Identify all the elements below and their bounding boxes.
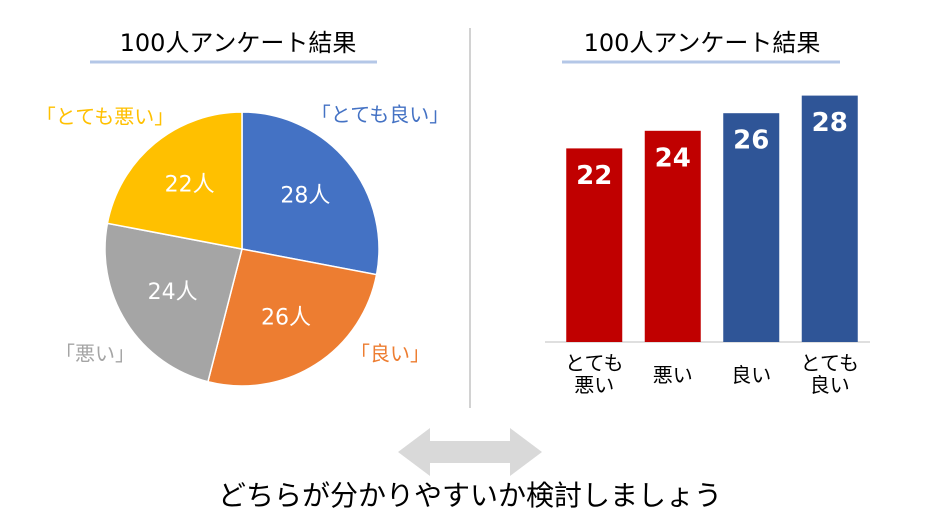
slice-value-label: 22人 [165, 173, 215, 198]
bar-value-label: 26 [733, 126, 769, 156]
double-arrow [398, 428, 542, 476]
bar-value-label: 22 [576, 161, 612, 191]
pie-slice [241, 111, 380, 276]
pie-slice [207, 248, 378, 387]
pie-slice [106, 111, 243, 250]
bar [644, 130, 701, 342]
slice-category-label: 「とても良い」 [311, 103, 449, 127]
bar [723, 113, 780, 342]
bar-value-label: 24 [655, 143, 691, 173]
slice-value-label: 24人 [148, 280, 198, 305]
bar-value-label: 28 [812, 108, 848, 138]
slice-category-label: 「とても悪い」 [36, 105, 174, 129]
x-tick-label: 悪い [652, 363, 693, 387]
chart-title: 100人アンケート結果 [584, 29, 821, 57]
caption: どちらが分かりやすいか検討しましょう [218, 479, 722, 512]
slice-category-label: 「悪い」 [55, 342, 135, 366]
slice-value-label: 26人 [261, 305, 311, 330]
bar [566, 148, 623, 342]
x-tick-label: 良い [731, 363, 772, 387]
x-tick-label: とても良い [800, 351, 859, 397]
slice-value-label: 28人 [280, 184, 330, 209]
chart-title: 100人アンケート結果 [120, 29, 357, 57]
x-tick-label: とても悪い [565, 351, 624, 397]
slice-category-label: 「良い」 [350, 342, 430, 366]
bar [801, 95, 858, 342]
pie-slice [104, 222, 243, 383]
